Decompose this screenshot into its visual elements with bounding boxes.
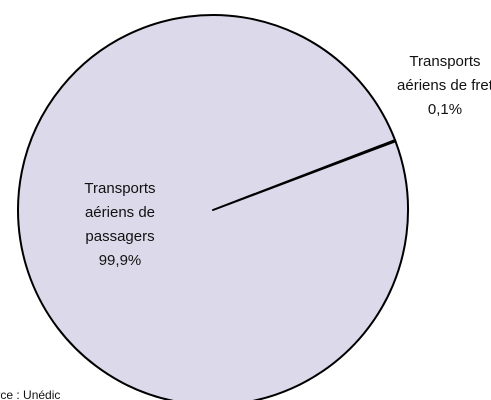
slice-label: Transports aériens de passagers 99,9% [70, 177, 170, 273]
category-label: Transports aériens de fret [397, 53, 491, 94]
value-label: 99,9% [98, 252, 142, 269]
pie-slice [17, 14, 410, 400]
source-note: Source : Unédic [0, 388, 61, 400]
slice-label: Transports aériens de fret 0,1% [395, 50, 491, 122]
category-label: Transports aériens de passagers [84, 180, 156, 245]
value-label: 0,1% [427, 101, 463, 118]
